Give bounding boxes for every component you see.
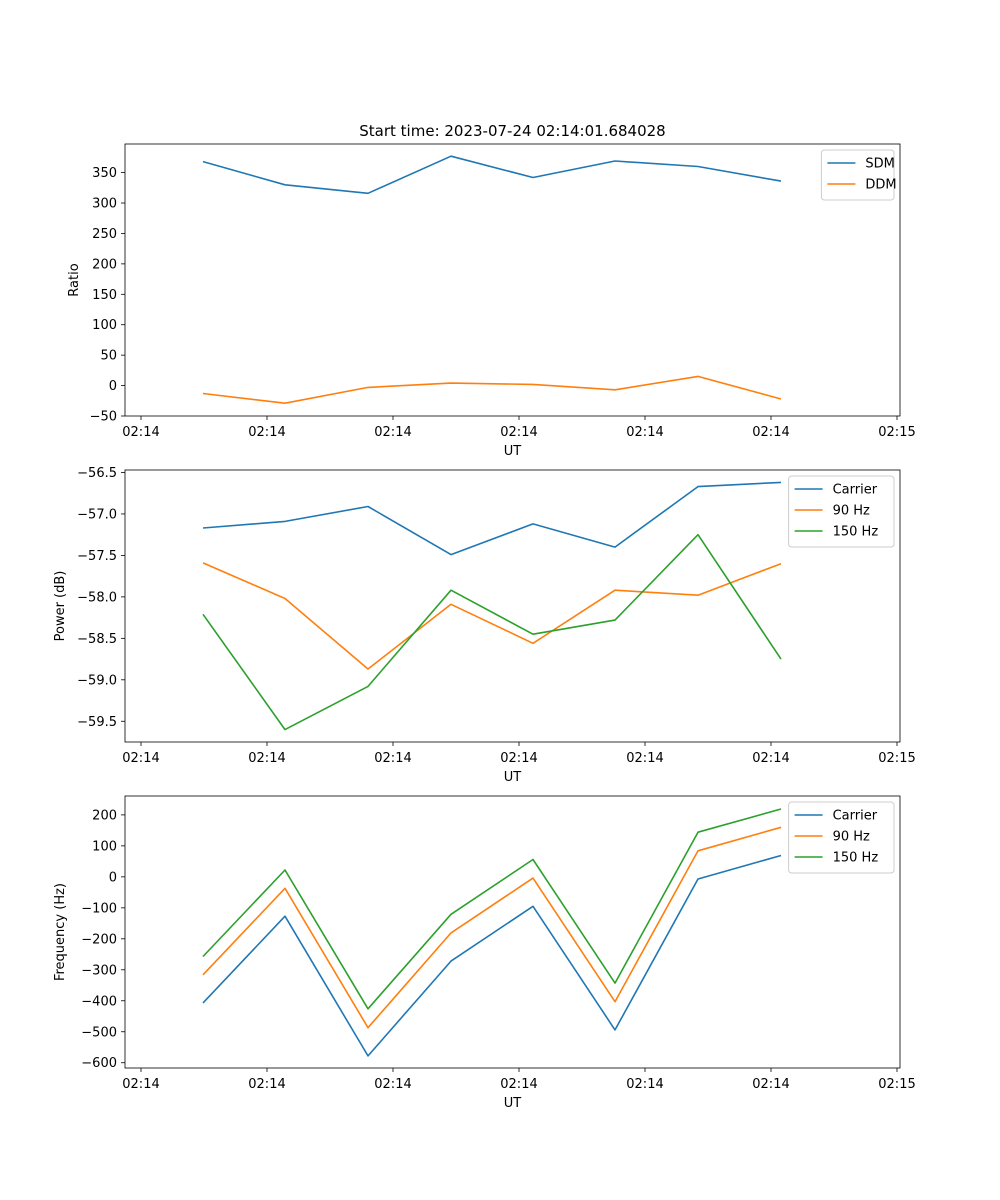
series-line-sdm (202, 155, 782, 195)
y-tick-label: −50 (90, 410, 117, 425)
x-tick-label: 02:14 (752, 751, 789, 766)
y-tick-label: −200 (81, 932, 117, 947)
y-tick-label: −59.0 (77, 673, 117, 688)
figure-title: Start time: 2023-07-24 02:14:01.684028 (359, 122, 665, 140)
subplot-1: 02:14 02:14 02:14 02:14 02:14 02:14 02:15 −50 0 5… (67, 143, 916, 459)
x-tick-label: 02:14 (752, 425, 789, 440)
y-tick-label: 200 (92, 257, 117, 272)
axes-frame (124, 795, 901, 1069)
legend-box (788, 801, 895, 874)
y-axis-label: Power (dB) (53, 571, 68, 642)
y-tick-label: −56.5 (77, 466, 117, 481)
x-tick-label: 02:14 (626, 1077, 663, 1092)
x-axis-label: UT (504, 1096, 522, 1111)
x-tick-label: 02:15 (878, 751, 915, 766)
x-tick-label: 02:14 (500, 751, 537, 766)
x-tick-label: 02:14 (752, 1077, 789, 1092)
series-line-ddm (202, 375, 782, 405)
x-axis-label: UT (504, 444, 522, 459)
x-tick-label: 02:14 (626, 425, 663, 440)
y-tick-label: −59.5 (77, 715, 117, 730)
x-tick-label: 02:14 (122, 1077, 159, 1092)
x-tick-label: 02:14 (122, 425, 159, 440)
x-tick-label: 02:14 (626, 751, 663, 766)
x-tick-label: 02:14 (374, 1077, 411, 1092)
x-tick-label: 02:14 (248, 1077, 285, 1092)
y-tick-label: 0 (109, 870, 117, 885)
series-line-carrier (202, 854, 782, 1057)
series-line-150-hz (202, 808, 782, 1010)
y-tick-label: 100 (92, 318, 117, 333)
legend-label: Carrier (833, 483, 878, 498)
y-tick-label: 50 (100, 349, 117, 364)
y-tick-label: −400 (81, 994, 117, 1009)
y-tick-label: −58.5 (77, 632, 117, 647)
y-tick-label: 350 (92, 166, 117, 181)
legend: Carrier 90 Hz 150 Hz (788, 801, 895, 874)
legend-label: 90 Hz (833, 830, 870, 845)
y-axis-label: Ratio (67, 263, 82, 296)
series-line-carrier (202, 481, 782, 556)
legend-label: 150 Hz (833, 525, 879, 540)
subplots: 02:14 02:14 02:14 02:14 02:14 02:14 02:15−5005… (53, 143, 916, 1111)
y-tick-label: 150 (92, 288, 117, 303)
legend-label: Carrier (833, 809, 878, 824)
y-tick-label: −58.0 (77, 590, 117, 605)
y-tick-label: −300 (81, 963, 117, 978)
x-tick-label: 02:14 (248, 425, 285, 440)
legend-label: 150 Hz (833, 851, 879, 866)
legend-label: 90 Hz (833, 504, 870, 519)
legend: Carrier 90 Hz 150 Hz (788, 475, 895, 548)
x-tick-label: 02:14 (500, 1077, 537, 1092)
series-line-90-hz (202, 826, 782, 1029)
x-tick-label: 02:14 (500, 425, 537, 440)
x-tick-label: 02:14 (374, 425, 411, 440)
x-tick-label: 02:14 (248, 751, 285, 766)
legend-label: DDM (865, 178, 896, 193)
series-line-150-hz (202, 533, 782, 731)
series-line-90-hz (202, 562, 782, 670)
y-tick-label: −500 (81, 1025, 117, 1040)
y-tick-label: 100 (92, 839, 117, 854)
y-axis-label: Frequency (Hz) (53, 883, 68, 981)
y-tick-label: 0 (109, 379, 117, 394)
y-tick-label: −600 (81, 1056, 117, 1071)
subplot-2: 02:14 02:14 02:14 02:14 02:14 02:14 02:15 −59.5… (53, 466, 916, 785)
x-axis-label: UT (504, 770, 522, 785)
x-tick-label: 02:15 (878, 1077, 915, 1092)
x-tick-label: 02:14 (374, 751, 411, 766)
y-tick-label: −57.0 (77, 507, 117, 522)
axes-frame (124, 143, 901, 417)
y-tick-label: −57.5 (77, 549, 117, 564)
legend: SDM DDM (820, 149, 897, 201)
legend-label: SDM (865, 157, 894, 172)
axes-frame (124, 469, 901, 743)
x-tick-label: 02:15 (878, 425, 915, 440)
subplot-3: 02:14 02:14 02:14 02:14 02:14 02:14 02:15 −600 −… (53, 795, 916, 1111)
y-tick-label: 300 (92, 197, 117, 212)
y-tick-label: 250 (92, 227, 117, 242)
legend-box (788, 475, 895, 548)
y-tick-label: −100 (81, 901, 117, 916)
x-tick-label: 02:14 (122, 751, 159, 766)
y-tick-label: 200 (92, 808, 117, 823)
